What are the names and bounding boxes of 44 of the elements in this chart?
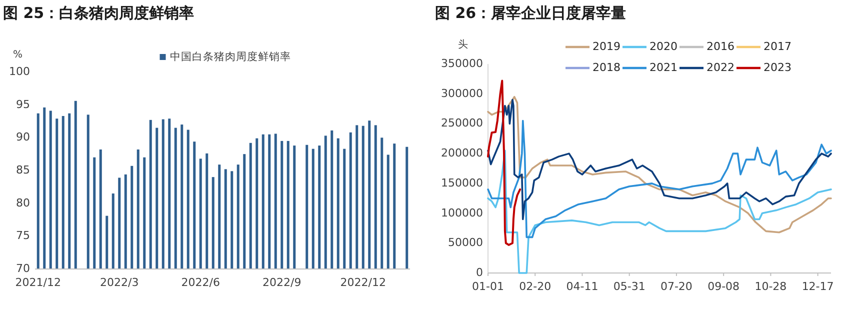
x-tick-label: 05-31 bbox=[613, 280, 646, 294]
y-tick-label: 75 bbox=[16, 229, 30, 242]
legend-label: 2023 bbox=[764, 61, 792, 74]
legend-label: 2021 bbox=[650, 61, 678, 74]
legend-label: 2018 bbox=[592, 61, 620, 74]
y-tick-label: 150000 bbox=[441, 176, 483, 190]
line-series bbox=[487, 80, 522, 246]
legend-label: 2019 bbox=[592, 40, 620, 54]
x-tick-label: 2022/6 bbox=[181, 276, 220, 290]
x-tick-label: 04-11 bbox=[566, 280, 598, 294]
x-tick-label: 2022/3 bbox=[100, 276, 139, 290]
y-tick-label: 90 bbox=[16, 130, 30, 144]
y-axis-title: % bbox=[13, 50, 23, 61]
y-tick-label: 350000 bbox=[441, 57, 483, 70]
y-tick-label: 80 bbox=[16, 196, 30, 210]
y-tick-label: 85 bbox=[16, 164, 30, 177]
y-tick-label: 100000 bbox=[441, 206, 483, 220]
y-tick-label: 70 bbox=[16, 262, 30, 276]
line-series bbox=[487, 120, 832, 238]
legend-label: 2022 bbox=[706, 61, 734, 74]
legend-label: 2016 bbox=[706, 40, 734, 54]
x-tick-label: 09-08 bbox=[708, 280, 740, 294]
chart-title: 图 26：屠宰企业日度屠宰量 bbox=[435, 4, 626, 22]
chart-title: 图 25：白条猪肉周度鲜销率 bbox=[3, 4, 194, 22]
x-tick-label: 2022/12 bbox=[340, 276, 386, 290]
legend-label: 2017 bbox=[764, 40, 792, 54]
x-tick-label: 01-01 bbox=[472, 280, 504, 294]
x-tick-label: 2021/12 bbox=[15, 276, 61, 290]
x-tick-label: 07-20 bbox=[660, 280, 692, 294]
x-tick-label: 12-17 bbox=[802, 280, 834, 294]
y-tick-label: 250000 bbox=[441, 116, 483, 130]
x-tick-label: 10-28 bbox=[754, 280, 787, 294]
y-tick-label: 300000 bbox=[441, 86, 483, 100]
y-tick-label: 200000 bbox=[441, 146, 483, 160]
line-series bbox=[487, 150, 832, 274]
y-tick-label: 0 bbox=[476, 266, 483, 280]
y-tick-label: 95 bbox=[16, 98, 30, 111]
y-axis-title: 头 bbox=[458, 38, 468, 51]
y-tick-label: 50000 bbox=[448, 236, 483, 250]
x-tick-label: 2022/9 bbox=[262, 276, 302, 290]
x-tick-label: 02-20 bbox=[519, 280, 552, 294]
y-tick-label: 100 bbox=[9, 65, 30, 78]
legend-label: 2020 bbox=[650, 40, 678, 54]
legend-label: 中国白条猪肉周度鲜销率 bbox=[170, 50, 291, 63]
